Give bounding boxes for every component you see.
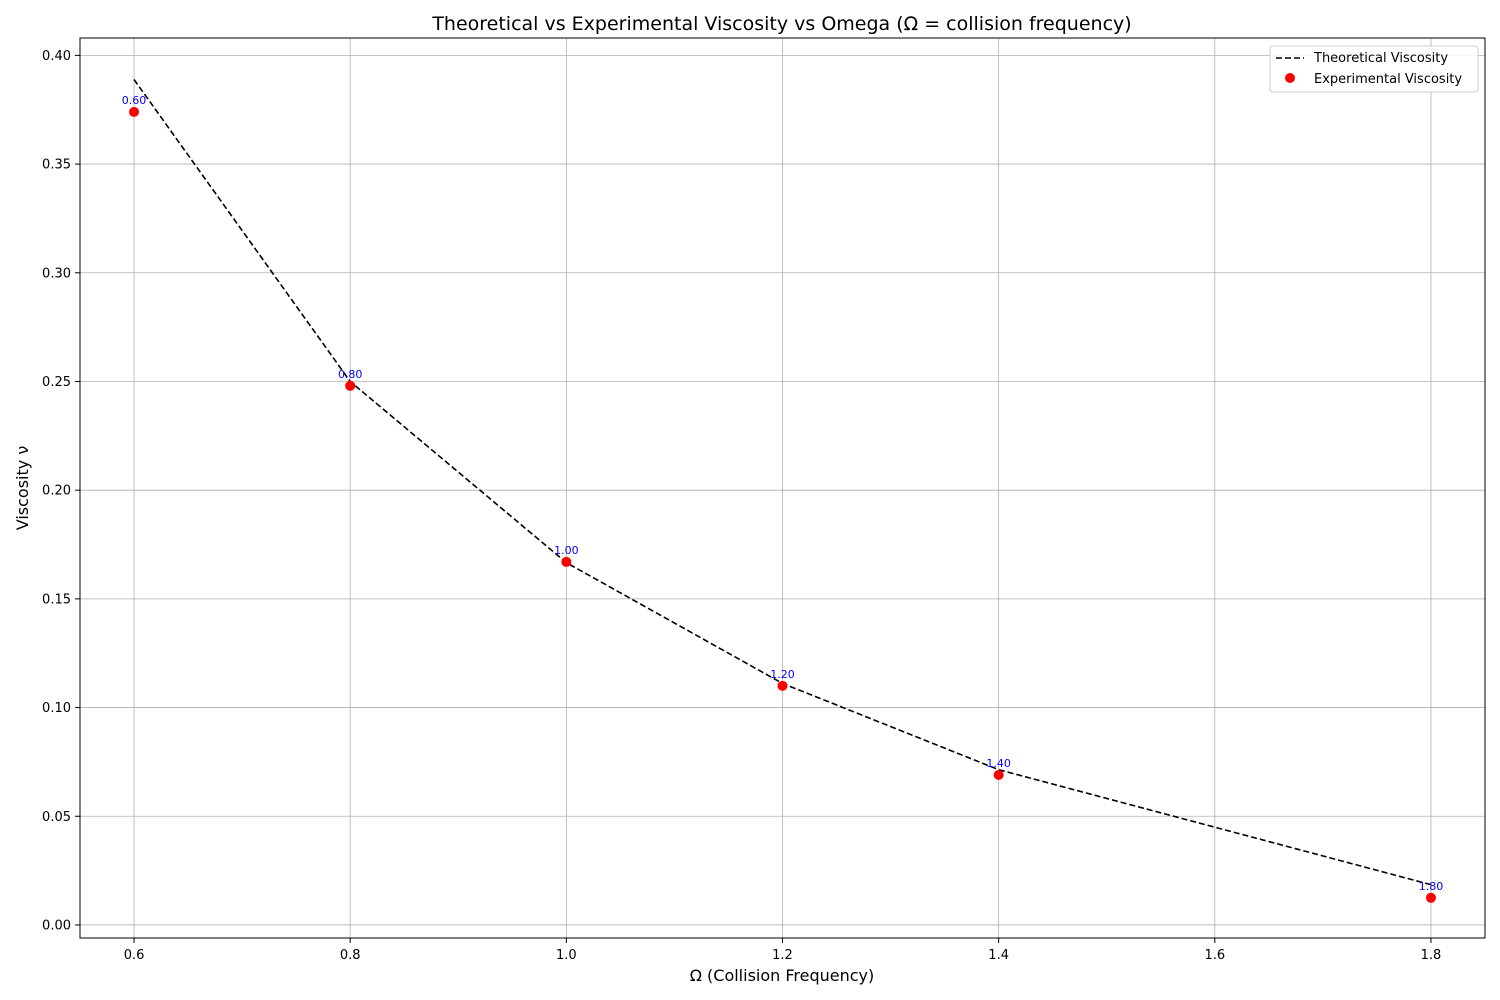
x-tick-label: 1.8 — [1421, 948, 1442, 963]
legend-box — [1269, 45, 1479, 93]
y-tick-label: 0.40 — [42, 49, 71, 64]
axis-ticks: 0.6 0.8 1.0 1.2 1.4 1.6 1.8 0.00 0.05 0.10 0.15 0.2… — [42, 49, 1441, 963]
y-axis-label: Viscosity ν — [13, 446, 32, 531]
y-tick-label: 0.05 — [42, 810, 71, 825]
x-tick-label: 1.6 — [1204, 948, 1225, 963]
point-label: 1.80 — [1419, 880, 1444, 893]
experimental-viscosity-point — [345, 380, 356, 391]
point-label: 1.40 — [986, 757, 1011, 770]
legend: Theoretical Viscosity Experimental Visco… — [1269, 45, 1479, 93]
y-tick-label: 0.30 — [42, 266, 71, 281]
x-tick-label: 0.8 — [340, 948, 361, 963]
point-labels: 0.60 0.80 1.00 1.20 1.40 1.80 — [122, 94, 1443, 893]
y-tick-label: 0.10 — [42, 701, 71, 716]
point-label: 1.20 — [770, 668, 795, 681]
chart-title: Theoretical vs Experimental Viscosity vs… — [431, 13, 1131, 35]
x-axis-label: Ω (Collision Frequency) — [690, 966, 875, 985]
legend-theoretical-label: Theoretical Viscosity — [1313, 51, 1448, 66]
y-tick-label: 0.25 — [42, 375, 71, 390]
y-tick-label: 0.00 — [42, 918, 71, 933]
experimental-viscosity-point — [1425, 892, 1436, 903]
experimental-viscosity-point — [993, 769, 1004, 780]
y-tick-label: 0.20 — [42, 484, 71, 499]
x-tick-label: 0.6 — [124, 948, 145, 963]
experimental-viscosity-point — [129, 106, 140, 117]
legend-experimental-swatch — [1285, 73, 1295, 83]
series — [129, 79, 1436, 903]
y-tick-label: 0.35 — [42, 158, 71, 173]
grid — [80, 38, 1485, 938]
x-tick-label: 1.4 — [988, 948, 1009, 963]
x-tick-label: 1.0 — [556, 948, 577, 963]
point-label: 1.00 — [554, 544, 579, 557]
point-label: 0.60 — [122, 94, 147, 107]
theoretical-viscosity-line — [133, 79, 1432, 886]
y-tick-label: 0.15 — [42, 592, 71, 607]
legend-experimental-label: Experimental Viscosity — [1314, 72, 1462, 87]
point-label: 0.80 — [338, 368, 363, 381]
experimental-viscosity-point — [561, 556, 572, 567]
experimental-viscosity-point — [777, 680, 788, 691]
x-tick-label: 1.2 — [772, 948, 793, 963]
